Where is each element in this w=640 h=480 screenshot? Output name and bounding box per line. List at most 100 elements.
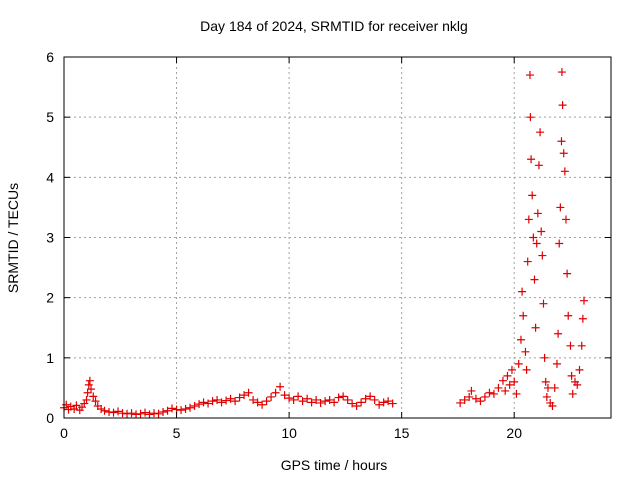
data-point [330, 398, 339, 407]
data-point [154, 409, 163, 418]
data-point [524, 215, 533, 224]
data-point [100, 406, 109, 415]
data-point [579, 296, 588, 305]
data-point [554, 329, 563, 338]
data-point [285, 394, 294, 403]
plot-frame [63, 56, 612, 419]
data-point [159, 407, 168, 416]
data-point [516, 335, 525, 344]
data-point [85, 376, 94, 385]
data-point [525, 71, 534, 80]
y-axis: 0 1 2 3 4 5 6 [46, 49, 611, 426]
data-point [456, 398, 465, 407]
data-point [271, 388, 280, 397]
data-point [514, 359, 523, 368]
data-point [577, 341, 586, 350]
data-point [503, 371, 512, 380]
data-point [564, 311, 573, 320]
data-point [339, 392, 348, 401]
data-point [89, 392, 98, 401]
grid-lines [64, 57, 611, 418]
data-point [563, 269, 572, 278]
data-point [97, 404, 106, 413]
data-point [540, 353, 549, 362]
y-tick-label: 1 [46, 350, 54, 366]
data-point [529, 233, 538, 242]
data-point [552, 359, 561, 368]
data-points [60, 68, 588, 419]
data-point [556, 203, 565, 212]
data-point [370, 395, 379, 404]
y-tick-label: 4 [46, 169, 54, 185]
data-point [141, 408, 150, 417]
data-point [557, 68, 566, 77]
data-point [280, 391, 289, 400]
data-point [357, 398, 366, 407]
data-point [471, 394, 480, 403]
data-point [249, 395, 258, 404]
data-point [213, 395, 222, 404]
data-point [231, 397, 240, 406]
data-point [557, 137, 566, 146]
data-point [501, 386, 510, 395]
data-point [244, 388, 253, 397]
data-point [190, 401, 199, 410]
data-point [527, 155, 536, 164]
data-point [489, 389, 498, 398]
data-point [467, 386, 476, 395]
data-point [366, 392, 375, 401]
data-point [181, 404, 190, 413]
data-point [559, 149, 568, 158]
chart-title: Day 184 of 2024, SRMTID for receiver nkl… [200, 18, 468, 34]
y-tick-label: 3 [46, 230, 54, 246]
data-point [548, 401, 557, 410]
data-point [258, 400, 267, 409]
data-point [114, 407, 123, 416]
data-point [145, 410, 154, 419]
data-point [84, 380, 93, 389]
data-point [334, 393, 343, 402]
data-point [352, 401, 361, 410]
data-point [568, 389, 577, 398]
data-point [267, 392, 276, 401]
data-point [83, 388, 92, 397]
data-point [375, 400, 384, 409]
data-point [123, 409, 132, 418]
data-point [289, 395, 298, 404]
data-point [109, 408, 118, 417]
data-point [132, 410, 141, 419]
data-point [561, 215, 570, 224]
data-point [528, 191, 537, 200]
x-tick-label: 15 [394, 425, 410, 441]
x-tick-label: 5 [173, 425, 181, 441]
data-point [539, 299, 548, 308]
data-point [494, 383, 503, 392]
data-point [150, 409, 159, 418]
data-point [321, 397, 330, 406]
data-point [222, 396, 231, 405]
data-point [195, 400, 204, 409]
data-point [521, 347, 530, 356]
data-point [522, 365, 531, 374]
data-point [298, 397, 307, 406]
data-point [361, 394, 370, 403]
data-point [163, 406, 172, 415]
x-tick-label: 0 [60, 425, 68, 441]
data-point [87, 385, 96, 394]
data-point [476, 397, 485, 406]
x-tick-label: 20 [506, 425, 522, 441]
x-tick-label: 10 [281, 425, 297, 441]
data-point [575, 365, 584, 374]
data-point [325, 395, 334, 404]
data-point [566, 341, 575, 350]
data-point [307, 398, 316, 407]
data-point [294, 392, 303, 401]
data-point [118, 409, 127, 418]
data-point [543, 383, 552, 392]
y-tick-label: 0 [46, 410, 54, 426]
data-point [348, 399, 357, 408]
data-point [498, 376, 507, 385]
data-point [262, 397, 271, 406]
data-point [253, 398, 262, 407]
